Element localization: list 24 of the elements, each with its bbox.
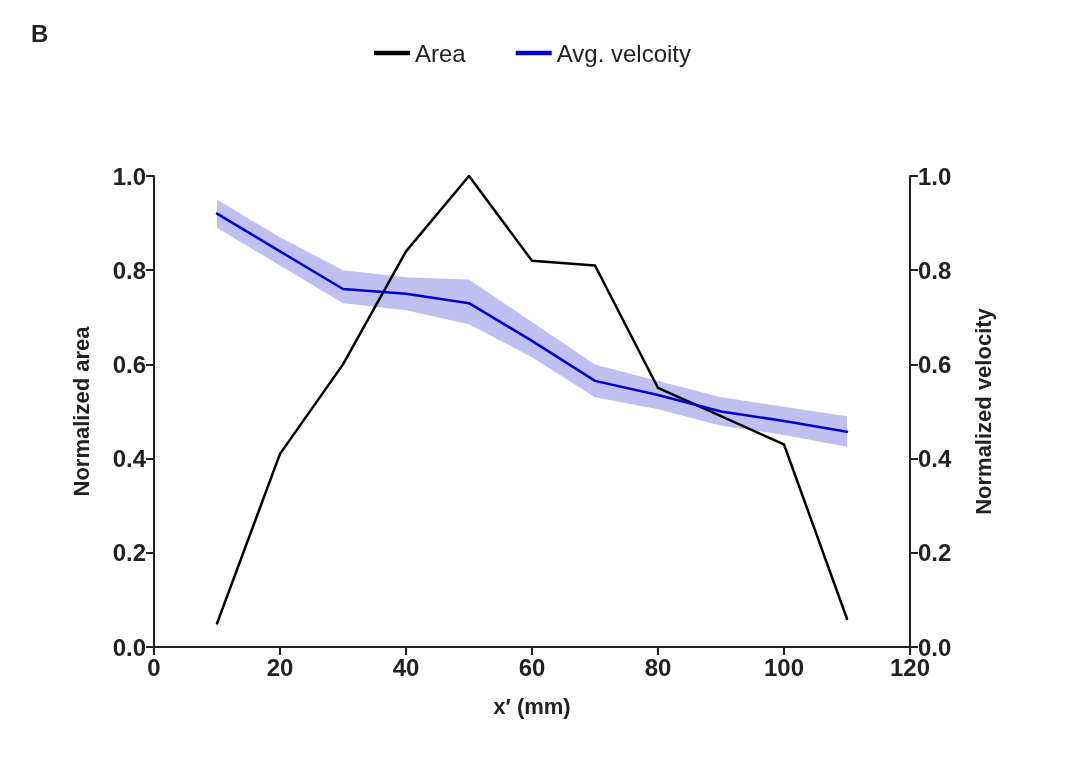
- y-axis-title: Normalized area: [68, 325, 94, 497]
- chart-title: B: [31, 19, 49, 47]
- legend-label: Avg. velcoity: [556, 39, 691, 67]
- line-series: [215, 174, 849, 625]
- x-tick-label: 20: [266, 653, 294, 681]
- y-tick-label: 0.2: [112, 539, 146, 567]
- y2-axis-title: Normalized velocity: [970, 307, 996, 515]
- y-tick-label: 0.6: [112, 350, 146, 378]
- x-tick-label: 100: [763, 653, 805, 681]
- y2-tick-label: 0.6: [918, 350, 952, 378]
- legend-label: Area: [415, 39, 467, 67]
- y-tick-label: 0.0: [112, 633, 146, 661]
- y2-tick-label: 0.2: [918, 539, 952, 567]
- x-tick-label: 0: [147, 653, 161, 681]
- x-tick-label: 80: [644, 653, 672, 681]
- y2-tick-label: 0.8: [918, 256, 952, 284]
- x-axis-title: x′ (mm): [493, 693, 571, 719]
- y2-tick-label: 0.4: [918, 445, 953, 473]
- y-tick-label: 0.4: [112, 445, 147, 473]
- x-tick-label: 40: [392, 653, 420, 681]
- y-tick-label: 1.0: [112, 162, 146, 190]
- y2-tick-label: 1.0: [918, 162, 952, 190]
- x-tick-label: 60: [518, 653, 546, 681]
- y-tick-label: 0.8: [112, 256, 146, 284]
